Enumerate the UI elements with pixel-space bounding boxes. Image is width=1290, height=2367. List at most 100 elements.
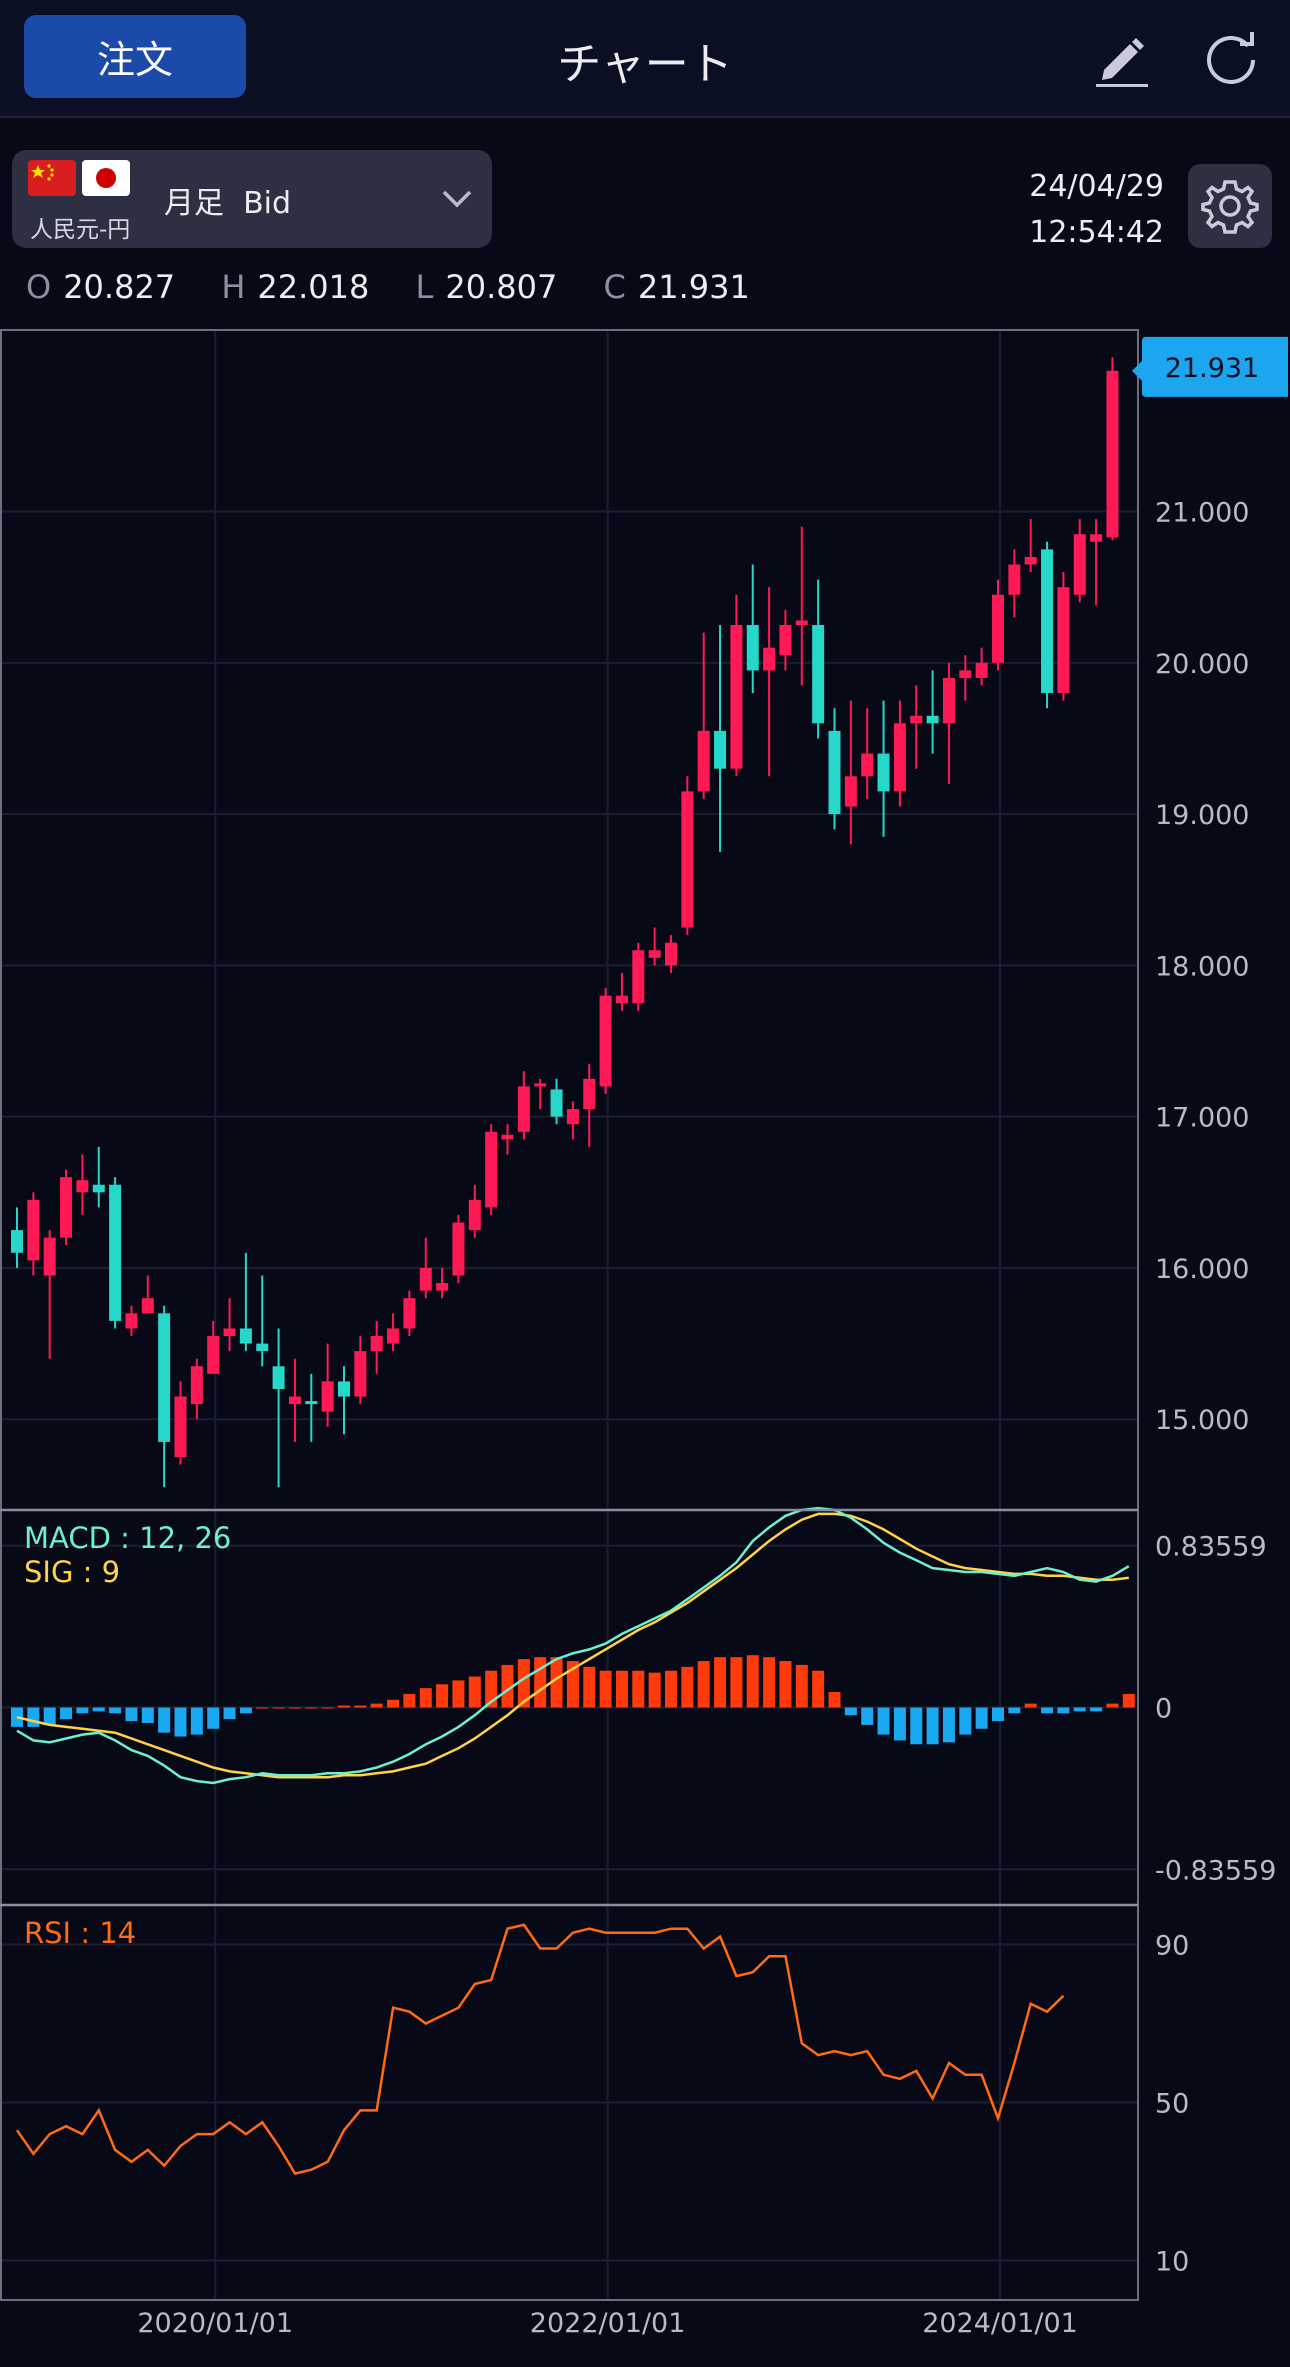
macd-histogram-bar <box>566 1661 579 1708</box>
macd-histogram-bar <box>1073 1707 1086 1712</box>
macd-histogram-bar <box>125 1707 138 1722</box>
macd-histogram-bar <box>1122 1693 1135 1708</box>
macd-histogram-bar <box>877 1707 890 1735</box>
candle-body <box>452 1222 465 1276</box>
macd-histogram-bar <box>1106 1703 1119 1708</box>
rsi-axis-tick: 50 <box>1155 2089 1189 2120</box>
open-value: O 20.827 <box>26 268 176 306</box>
candle-body <box>419 1267 432 1291</box>
macd-histogram-bar <box>828 1692 841 1708</box>
candle-body <box>615 995 628 1004</box>
candle-body <box>795 620 808 625</box>
time-text: 12:54:42 <box>1029 215 1164 250</box>
macd-histogram-bar <box>92 1707 105 1712</box>
candle-body <box>256 1343 269 1352</box>
candle-body <box>1057 587 1070 694</box>
macd-histogram-bar <box>648 1672 661 1708</box>
currency-pair-selector[interactable]: 人民元-円 月足 Bid <box>12 150 492 248</box>
macd-histogram-bar <box>387 1699 400 1708</box>
settings-button[interactable] <box>1188 164 1272 248</box>
period-label: 月足 <box>164 186 224 221</box>
macd-histogram-bar <box>174 1707 187 1737</box>
macd-histogram-bar <box>844 1707 857 1716</box>
macd-histogram-bar <box>43 1707 56 1725</box>
candle-body <box>534 1083 547 1087</box>
macd-histogram-bar <box>975 1707 988 1729</box>
macd-histogram-bar <box>632 1670 645 1708</box>
macd-histogram-bar <box>730 1657 743 1708</box>
candle-body <box>125 1313 138 1329</box>
candle-body <box>1090 534 1103 542</box>
candle-body <box>665 942 677 966</box>
candle-body <box>272 1366 285 1389</box>
close-value: C 21.931 <box>603 268 750 306</box>
candle-body <box>550 1089 563 1117</box>
page-title: チャート <box>557 39 733 90</box>
candle-body <box>92 1184 105 1193</box>
candle-body <box>141 1298 154 1314</box>
candle-body <box>11 1230 23 1253</box>
signal-line <box>16 1512 1129 1779</box>
candle-body <box>599 995 612 1087</box>
price-axis-tick: 16.000 <box>1155 1254 1249 1285</box>
candle-body <box>223 1328 236 1337</box>
macd-histogram-bar <box>76 1707 89 1714</box>
macd-legend: MACD : 12, 26 <box>24 1521 231 1555</box>
candle-body <box>174 1396 187 1458</box>
candle-body <box>468 1199 481 1231</box>
pencil-icon[interactable] <box>1086 24 1156 94</box>
candle-body <box>648 950 661 958</box>
macd-histogram-bar <box>681 1666 694 1708</box>
candle-body <box>387 1328 400 1344</box>
macd-histogram-bar <box>27 1707 40 1727</box>
macd-histogram-bar <box>256 1707 269 1709</box>
candle-body <box>305 1401 318 1405</box>
candle-body <box>681 791 694 928</box>
macd-histogram-bar <box>190 1707 203 1735</box>
candle-body <box>403 1298 416 1329</box>
price-axis-tick: 18.000 <box>1155 951 1249 982</box>
macd-histogram-bar <box>223 1707 236 1720</box>
macd-histogram-bar <box>697 1661 710 1708</box>
macd-histogram-bar <box>370 1703 383 1708</box>
candle-body <box>714 730 727 769</box>
candle-body <box>370 1336 383 1352</box>
macd-histogram-bar <box>109 1707 122 1714</box>
candle-body <box>992 594 1004 663</box>
candle-body <box>746 625 759 671</box>
candle-body <box>190 1366 203 1405</box>
price-axis-tick: 15.000 <box>1155 1405 1249 1436</box>
macd-histogram-bar <box>812 1670 825 1708</box>
candle-body <box>239 1328 252 1344</box>
candle-body <box>1073 534 1086 595</box>
macd-axis-tick: -0.83559 <box>1155 1855 1276 1886</box>
candle-body <box>828 730 841 815</box>
macd-histogram-bar <box>599 1670 612 1708</box>
price-axis-tick: 19.000 <box>1155 800 1249 831</box>
price-axis-tick: 17.000 <box>1155 1103 1249 1134</box>
candle-body <box>697 730 710 792</box>
candle-body <box>812 625 825 724</box>
macd-histogram-bar <box>861 1707 874 1725</box>
price-chart[interactable]: 15.000 16.000 17.000 18.000 19.000 20.000 21.0… <box>0 325 1290 2367</box>
macd-histogram-bar <box>1041 1707 1054 1714</box>
ohlc-readout: O 20.827 H 22.018 L 20.807 C 21.931 <box>26 268 786 306</box>
candle-body <box>942 677 955 724</box>
candle-body <box>959 670 972 678</box>
gear-icon <box>1201 180 1259 234</box>
time-axis-tick: 2024/01/01 <box>922 2308 1078 2339</box>
china-flag-icon <box>28 160 76 196</box>
candle-body <box>501 1134 514 1140</box>
macd-histogram-bar <box>1057 1707 1070 1714</box>
order-button[interactable]: 注文 <box>24 15 246 98</box>
signal-legend: SIG : 9 <box>24 1555 120 1589</box>
candle-body <box>1024 556 1037 565</box>
macd-histogram-bar <box>992 1707 1004 1722</box>
macd-histogram-bar <box>534 1657 547 1708</box>
macd-histogram-bar <box>354 1705 367 1708</box>
refresh-icon[interactable] <box>1196 24 1266 94</box>
candle-body <box>338 1381 350 1397</box>
candle-body <box>730 625 743 769</box>
macd-histogram-bar <box>338 1705 350 1708</box>
rsi-axis-tick: 90 <box>1155 1931 1189 1962</box>
